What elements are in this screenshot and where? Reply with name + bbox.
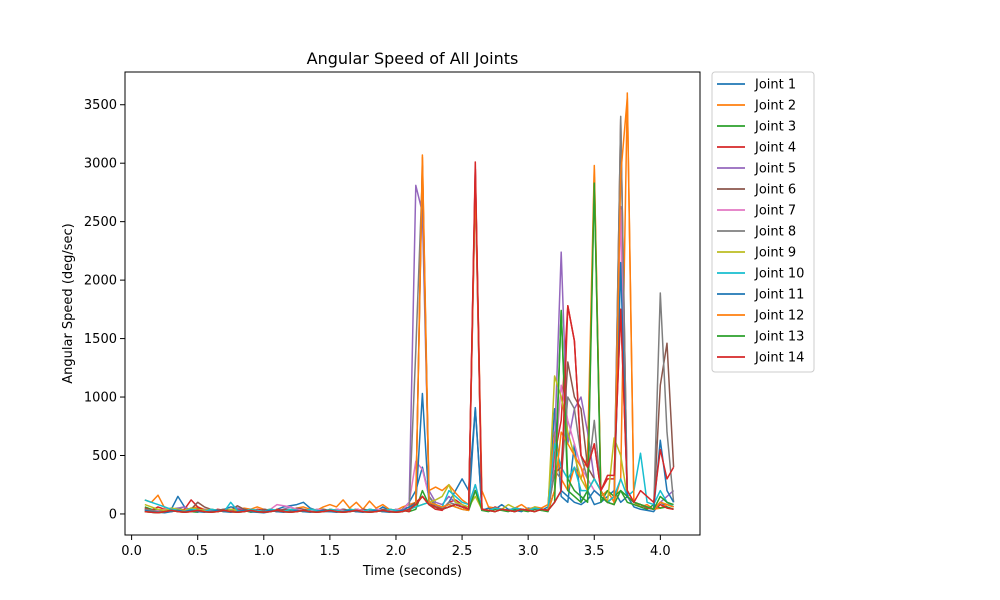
x-tick-label: 0.0 bbox=[121, 544, 142, 559]
legend-box bbox=[711, 71, 815, 373]
y-tick-label: 0 bbox=[109, 507, 117, 522]
y-tick-label: 2000 bbox=[84, 274, 117, 289]
legend-label: Joint 3 bbox=[754, 120, 796, 135]
series-line-joint-13 bbox=[144, 182, 674, 514]
x-tick-label: 1.5 bbox=[320, 544, 341, 559]
y-tick-label: 3500 bbox=[84, 98, 117, 113]
legend-label: Joint 7 bbox=[754, 204, 796, 219]
y-axis-label: Angular Speed (deg/sec) bbox=[61, 223, 76, 384]
chart-title: Angular Speed of All Joints bbox=[307, 49, 519, 68]
y-tick-label: 1500 bbox=[84, 332, 117, 347]
x-tick-label: 2.5 bbox=[452, 544, 473, 559]
series-line-joint-3 bbox=[144, 176, 674, 513]
y-tick-label: 500 bbox=[92, 449, 117, 464]
series-line-joint-4 bbox=[144, 168, 674, 513]
x-tick-label: 4.0 bbox=[650, 544, 671, 559]
legend-label: Joint 4 bbox=[754, 141, 796, 156]
legend-label: Joint 12 bbox=[754, 309, 804, 324]
y-axis: 0 500 1000 1500 2000 2500 3000 3500 bbox=[84, 98, 125, 522]
series-line-joint-5 bbox=[144, 168, 675, 513]
series-line-joint-14 bbox=[144, 161, 675, 514]
x-tick-label: 1.0 bbox=[253, 544, 274, 559]
x-tick-label: 0.5 bbox=[187, 544, 208, 559]
series-line-joint-12 bbox=[144, 96, 674, 514]
legend: Joint 1 Joint 2 Joint 3 Joint 4 Joint 5 Joint… bbox=[711, 71, 815, 373]
x-axis-label: Time (seconds) bbox=[362, 564, 462, 579]
x-axis: 0.0 0.5 1.0 1.5 2.0 2.5 3.0 3.5 4.0 bbox=[121, 535, 671, 559]
y-tick-label: 3000 bbox=[84, 157, 117, 172]
legend-label: Joint 14 bbox=[754, 351, 804, 366]
legend-label: Joint 9 bbox=[754, 246, 796, 261]
legend-label: Joint 13 bbox=[754, 330, 804, 345]
x-tick-label: 2.0 bbox=[386, 544, 407, 559]
y-tick-label: 2500 bbox=[84, 215, 117, 230]
plot-lines bbox=[144, 92, 675, 514]
legend-label: Joint 2 bbox=[754, 99, 796, 114]
y-tick-label: 1000 bbox=[84, 391, 117, 406]
x-tick-label: 3.0 bbox=[518, 544, 539, 559]
legend-label: Joint 1 bbox=[754, 78, 796, 93]
plot-frame bbox=[124, 71, 701, 536]
legend-label: Joint 5 bbox=[754, 162, 796, 177]
x-tick-label: 3.5 bbox=[584, 544, 605, 559]
legend-label: Joint 6 bbox=[754, 183, 796, 198]
legend-label: Joint 10 bbox=[754, 267, 804, 282]
legend-label: Joint 11 bbox=[754, 288, 804, 303]
legend-label: Joint 8 bbox=[754, 225, 796, 240]
